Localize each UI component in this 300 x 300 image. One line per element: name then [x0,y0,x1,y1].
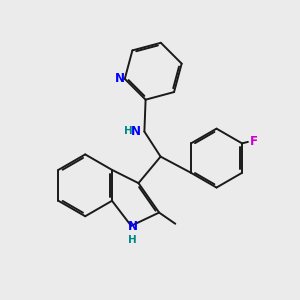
Text: F: F [250,135,258,148]
Text: H: H [124,126,133,136]
Text: N: N [131,124,141,137]
Text: H: H [128,235,137,245]
Text: N: N [115,72,124,86]
Text: N: N [128,220,138,233]
